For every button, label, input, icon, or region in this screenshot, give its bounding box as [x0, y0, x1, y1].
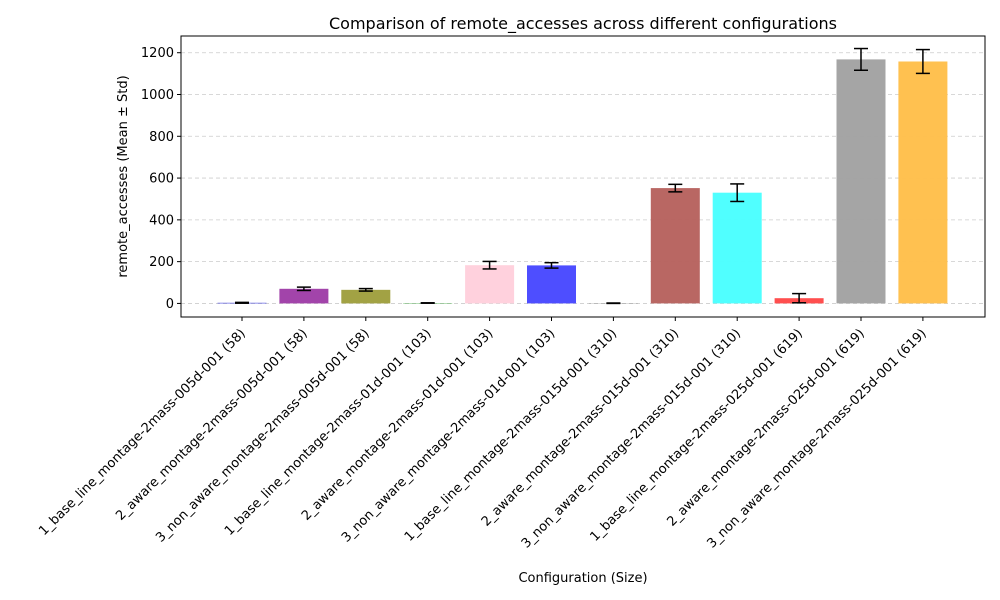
x-tick-label: 1_base_line_montage-2mass-01d-001 (103) [222, 326, 435, 539]
y-tick-label: 0 [166, 297, 174, 312]
error-bar [544, 261, 559, 269]
error-bar [235, 301, 249, 304]
error-bar [854, 47, 868, 72]
bar [465, 265, 515, 304]
error-bar [296, 286, 311, 292]
x-tick-label: 3_non_aware_montage-2mass-015d-001 (310) [519, 326, 744, 551]
error-bar [668, 183, 683, 193]
y-axis-label: remote_accesses (Mean ± Std) [116, 75, 131, 277]
y-axis-ticks: 0 200 400 600 800 1000 1200 [141, 46, 181, 312]
bar [712, 192, 762, 304]
error-bars [235, 47, 930, 305]
y-tick-label: 800 [149, 130, 174, 145]
y-tick-label: 1000 [141, 88, 174, 103]
y-tick-label: 1200 [141, 46, 174, 61]
error-bar [358, 287, 373, 292]
bar [279, 288, 329, 304]
x-tick-label: 1_base_line_montage-2mass-005d-001 (58) [36, 326, 249, 539]
bar [836, 59, 886, 304]
y-tick-label: 200 [149, 255, 174, 270]
y-tick-label: 400 [149, 213, 174, 228]
x-tick-label: 3_non_aware_montage-2mass-025d-001 (619) [705, 326, 930, 551]
x-tick-label: 1_base_line_montage-2mass-025d-001 (619) [588, 326, 806, 544]
x-tick-label: 1_base_line_montage-2mass-015d-001 (310) [402, 326, 620, 544]
error-bar [482, 260, 497, 270]
error-bar [792, 292, 807, 304]
bars [217, 59, 948, 304]
error-bar [730, 183, 745, 203]
gridlines [181, 52, 985, 304]
bar [527, 265, 576, 304]
error-bar [915, 48, 930, 75]
x-tick-label: 3_non_aware_montage-2mass-005d-001 (58) [153, 326, 372, 545]
y-tick-label: 600 [149, 172, 174, 187]
bar [650, 188, 700, 304]
chart-title: Comparison of remote_accesses across dif… [329, 14, 837, 34]
x-tick-label: 3_non_aware_montage-2mass-01d-001 (103) [339, 326, 558, 545]
x-axis-ticks: 1_base_line_montage-2mass-005d-001 (58)2… [36, 317, 930, 551]
bar [341, 289, 391, 304]
x-axis-label: Configuration (Size) [518, 571, 647, 586]
plot-frame [180, 35, 986, 318]
bar [898, 61, 948, 304]
